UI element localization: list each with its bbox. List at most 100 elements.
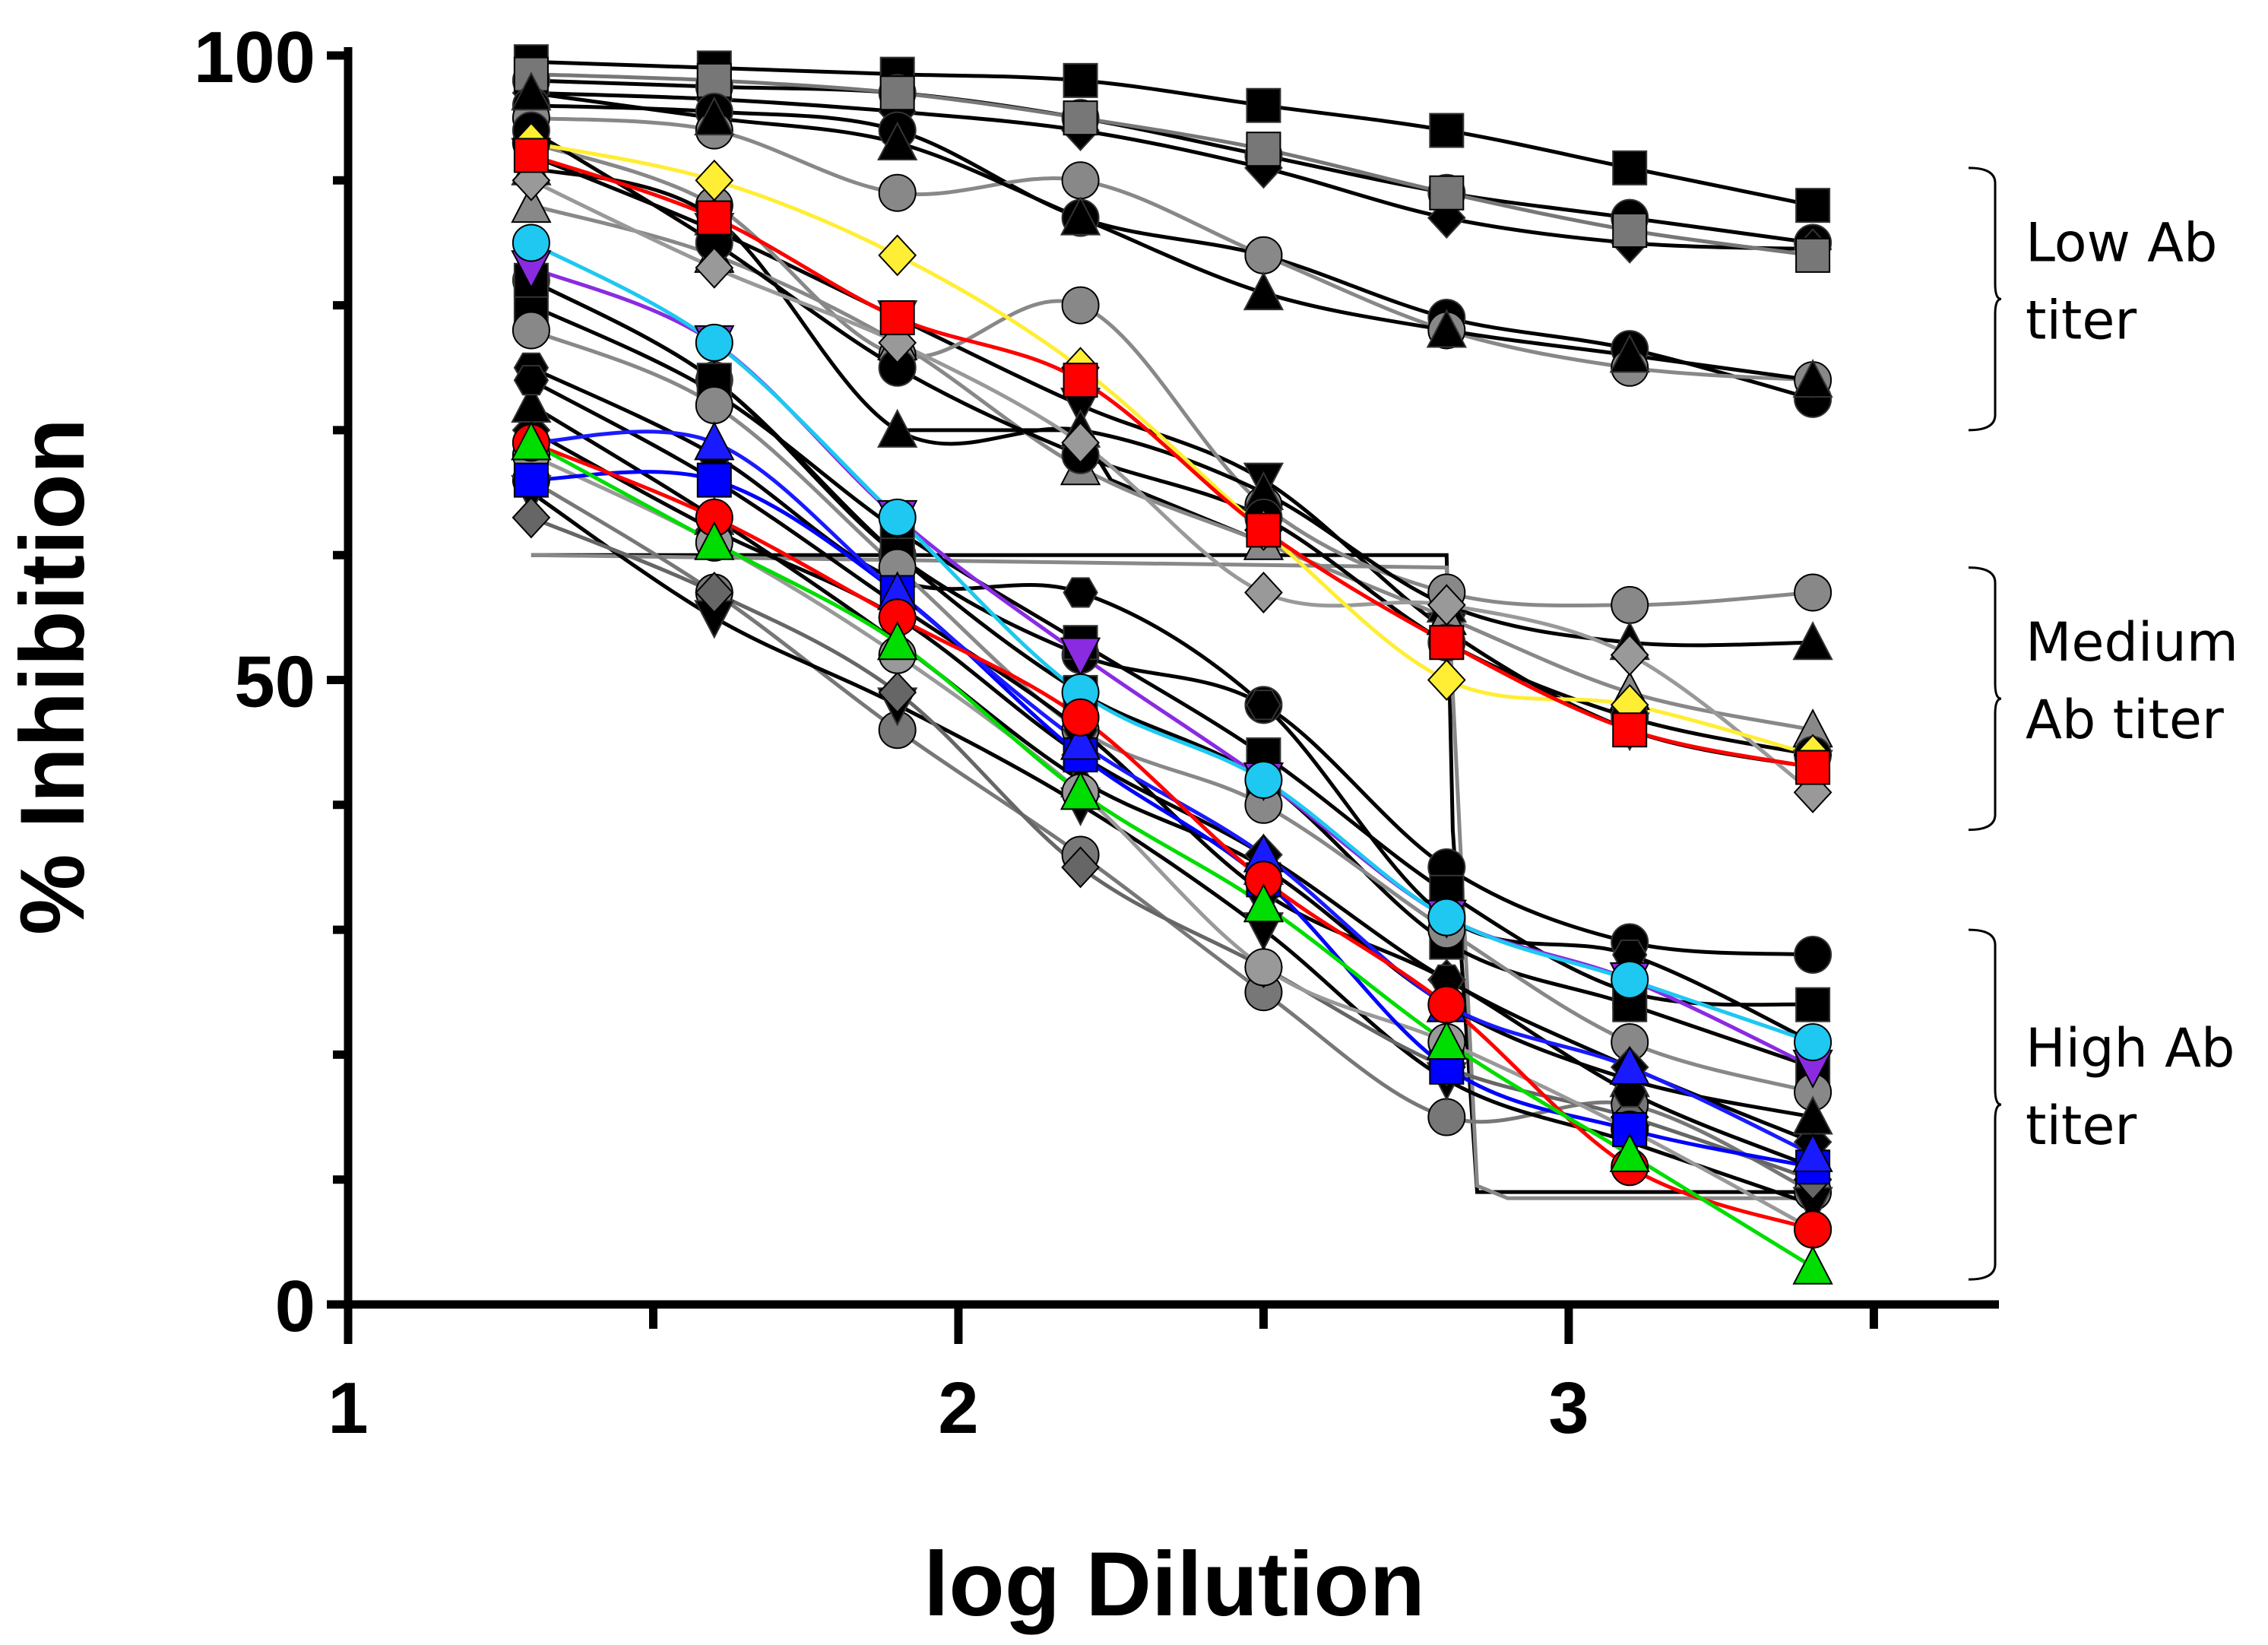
point-high-2-7 — [1795, 987, 1831, 1022]
point-high-blue-0 — [513, 462, 549, 498]
point-low-7-2 — [877, 121, 918, 161]
point-low-4-4 — [1246, 132, 1281, 167]
point-high-green-1 — [694, 521, 735, 560]
series-line-low-3 — [531, 90, 1813, 252]
series-line-high-2 — [530, 303, 1813, 1007]
point-low-4-7 — [1795, 237, 1831, 273]
point-high-cyan-7 — [1794, 1022, 1832, 1061]
point-high-8-5 — [1427, 1098, 1466, 1136]
point-high-cyan-2 — [878, 498, 917, 537]
point-high-cyan-5 — [1427, 898, 1466, 937]
point-high-red-3 — [1061, 698, 1100, 737]
series-line-high-cyan — [530, 241, 1813, 1044]
point-high-10-0 — [512, 496, 551, 539]
x-ticks: 1 2 3 — [328, 1304, 1878, 1449]
point-med-red-3 — [1063, 363, 1098, 398]
fit-curve-fit-step-1 — [531, 553, 1813, 1194]
point-med-6-6 — [1610, 634, 1649, 677]
point-med-yellow-2 — [878, 234, 917, 277]
point-med-3-7 — [1792, 621, 1833, 661]
y-tick-label: 100 — [194, 17, 315, 98]
point-low-1-7 — [1795, 188, 1831, 223]
point-low-1-5 — [1429, 113, 1465, 148]
point-low-7-4 — [1243, 271, 1284, 311]
point-med-6-3 — [1061, 421, 1100, 464]
titer-label: Low Ab — [2026, 211, 2217, 274]
series-line-low-1 — [531, 59, 1813, 208]
point-low-1-4 — [1246, 87, 1281, 123]
series-line-low-5 — [531, 103, 1813, 401]
point-low-7-6 — [1609, 334, 1650, 373]
series-line-high-7 — [530, 403, 1813, 1119]
point-low-7-0 — [511, 71, 552, 111]
series-line-high-10 — [530, 515, 1813, 1182]
titer-bracket — [1968, 166, 2002, 432]
series-line-med-2 — [531, 141, 1813, 608]
y-axis-title: % Inhibition — [2, 418, 103, 935]
point-high-cyan-0 — [512, 223, 550, 262]
series-line-high-4 — [530, 278, 1813, 1070]
point-med-3-2 — [877, 408, 918, 448]
point-med-2-3 — [1061, 286, 1100, 325]
series-line-high-6 — [530, 428, 1814, 1144]
y-tick-label: 0 — [275, 1266, 315, 1347]
point-high-green-2 — [877, 621, 918, 661]
point-high-green-3 — [1060, 771, 1101, 810]
point-med-red-2 — [879, 300, 915, 336]
point-high-1-7 — [1794, 935, 1832, 974]
point-med-red-7 — [1795, 750, 1831, 785]
point-low-6-2 — [878, 173, 917, 212]
point-med-4-0 — [511, 183, 552, 223]
point-high-red-7 — [1794, 1210, 1832, 1249]
plot-area — [511, 44, 1833, 1285]
point-high-blue-2-7 — [1792, 1133, 1833, 1172]
point-high-green-7 — [1792, 1245, 1833, 1285]
point-high-10-2 — [878, 671, 917, 714]
point-med-2-7 — [1794, 573, 1832, 612]
point-high-cyan-1 — [695, 323, 733, 362]
point-high-blue-2-1 — [694, 421, 735, 461]
point-med-6-4 — [1244, 572, 1283, 613]
series-line-low-2 — [531, 78, 1813, 245]
titer-label: Ab titer — [2026, 689, 2224, 751]
x-axis-title: log Dilution — [923, 1533, 1425, 1635]
point-high-blue-1 — [696, 462, 732, 498]
point-high-cyan-6 — [1611, 960, 1649, 999]
point-med-red-6 — [1612, 712, 1648, 748]
series-line-high-blue — [531, 470, 1813, 1169]
point-low-4-3 — [1063, 100, 1098, 136]
point-med-yellow-1 — [695, 159, 734, 201]
series-line-med-red — [531, 154, 1813, 769]
point-high-5-0 — [512, 311, 550, 350]
point-high-green-5 — [1426, 1020, 1467, 1060]
point-low-1-6 — [1612, 150, 1648, 185]
point-low-1-3 — [1063, 62, 1098, 98]
point-med-6-5 — [1427, 584, 1466, 626]
series-line-high-red — [530, 440, 1813, 1231]
point-high-10-3 — [1061, 846, 1100, 889]
titer-bracket — [1968, 566, 2002, 832]
point-low-7-3 — [1060, 196, 1101, 236]
point-low-6-4 — [1244, 236, 1283, 274]
point-low-4-5 — [1429, 175, 1465, 211]
series-line-med-4 — [531, 203, 1813, 732]
point-high-3-4 — [1246, 689, 1281, 721]
point-high-cyan-4 — [1244, 760, 1283, 799]
y-tick-label: 50 — [234, 642, 315, 723]
point-med-yellow-5 — [1427, 659, 1466, 701]
point-med-red-1 — [696, 200, 732, 236]
series-line-med-yellow — [531, 141, 1813, 757]
series-line-high-5 — [530, 328, 1813, 1095]
series-line-med-5 — [530, 128, 1813, 757]
point-high-11-4 — [1244, 948, 1283, 987]
series-line-high-green — [530, 441, 1814, 1269]
point-med-red-5 — [1429, 625, 1465, 661]
point-low-7-7 — [1792, 359, 1833, 398]
titer-label: titer — [2026, 1095, 2137, 1157]
point-high-purple-3 — [1060, 637, 1101, 677]
point-low-6-3 — [1061, 161, 1100, 200]
point-high-green-4 — [1243, 883, 1284, 923]
point-low-7-5 — [1426, 309, 1467, 348]
series-line-low-7 — [531, 90, 1813, 382]
